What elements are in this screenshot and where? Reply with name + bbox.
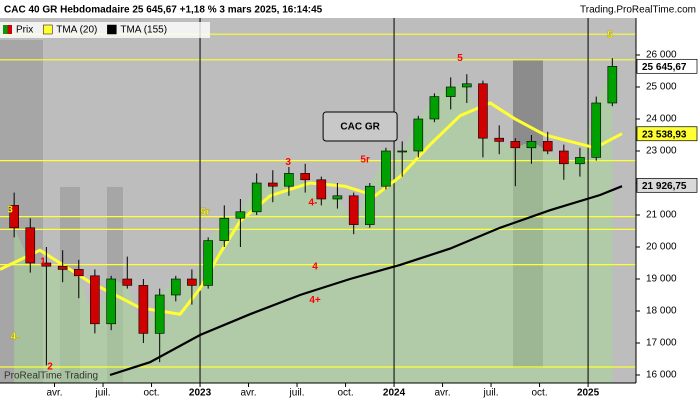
x-tick-label: avr. bbox=[46, 388, 62, 399]
candle-body bbox=[300, 173, 310, 181]
annotation: 3 bbox=[7, 205, 13, 216]
candle-body bbox=[462, 83, 472, 88]
x-tick-label: 2024 bbox=[383, 388, 406, 399]
annotation: 5 bbox=[457, 53, 463, 64]
y-tick-label: 23 000 bbox=[646, 146, 677, 157]
x-tick-label: 2025 bbox=[577, 388, 600, 399]
y-tick-label: 24 000 bbox=[646, 114, 677, 125]
x-tick-label: juil. bbox=[95, 388, 111, 399]
annotation: 5r bbox=[200, 207, 210, 218]
price-tag-label: 21 926,75 bbox=[642, 181, 687, 192]
price-tag bbox=[636, 177, 698, 193]
y-tick-label: 17 000 bbox=[646, 338, 677, 349]
candle-body bbox=[316, 179, 327, 200]
legend-label: Prix bbox=[16, 25, 33, 36]
candle-body bbox=[138, 285, 149, 334]
candle-body bbox=[607, 66, 618, 104]
x-tick-label: oct. bbox=[532, 388, 548, 399]
x-tick-label: juil. bbox=[483, 388, 499, 399]
candle-body bbox=[332, 195, 343, 200]
y-tick-label: 25 000 bbox=[646, 82, 677, 93]
legend-label: TMA (20) bbox=[56, 25, 97, 36]
annotation: 4 bbox=[312, 261, 318, 272]
candle-body bbox=[41, 262, 52, 267]
x-tick-label: juil. bbox=[289, 388, 305, 399]
candle-body bbox=[510, 141, 521, 149]
legend-swatch bbox=[107, 24, 117, 35]
candle-body bbox=[445, 86, 456, 97]
candle-body bbox=[284, 173, 294, 187]
y-tick-label: 18 000 bbox=[646, 306, 677, 317]
candle-body bbox=[397, 150, 408, 153]
legend-swatch bbox=[7, 25, 12, 34]
x-tick-label: 2023 bbox=[189, 388, 212, 399]
x-tick-label: avr. bbox=[434, 388, 450, 399]
candle-body bbox=[526, 141, 537, 149]
y-tick-label: 19 000 bbox=[646, 274, 677, 285]
candle-body bbox=[542, 141, 553, 152]
moving-average bbox=[109, 185, 623, 377]
candle-body bbox=[413, 118, 424, 152]
y-tick-label: 20 000 bbox=[646, 242, 677, 253]
x-tick-label: oct. bbox=[143, 388, 159, 399]
legend-label: TMA (155) bbox=[120, 25, 167, 36]
legend-bg bbox=[0, 22, 210, 38]
annotation: 4- bbox=[309, 197, 318, 208]
candle-body bbox=[494, 137, 505, 142]
annotation: 2 bbox=[47, 362, 53, 373]
source: Trading.ProRealTime.com bbox=[580, 5, 696, 16]
label-box bbox=[322, 111, 398, 142]
watermark: ProRealTime Trading bbox=[4, 371, 98, 382]
legend-swatch bbox=[3, 25, 8, 34]
candle-body bbox=[57, 265, 68, 270]
candle-body bbox=[381, 150, 391, 187]
candle-body bbox=[187, 278, 197, 286]
moving-average bbox=[0, 101, 623, 316]
price-tag-label: 25 645,67 bbox=[642, 62, 687, 73]
label-box-text: CAC GR bbox=[340, 122, 380, 133]
candle-body bbox=[90, 275, 100, 325]
candle-body bbox=[267, 182, 278, 187]
candle-body bbox=[559, 150, 569, 165]
candle-body bbox=[9, 205, 19, 229]
candle-body bbox=[478, 83, 488, 139]
candle-body bbox=[219, 217, 230, 241]
candle-body bbox=[575, 157, 585, 165]
annotation: 3 bbox=[285, 157, 291, 168]
candle-body bbox=[203, 240, 213, 286]
candle-body bbox=[170, 278, 181, 296]
price-tag bbox=[636, 58, 698, 74]
annotation: 5 bbox=[607, 30, 613, 41]
candle-body bbox=[73, 269, 84, 277]
price-tag bbox=[636, 126, 698, 142]
candle-body bbox=[251, 182, 262, 213]
legend-swatch bbox=[42, 24, 53, 35]
candle-body bbox=[591, 102, 602, 158]
candle-body bbox=[429, 96, 440, 120]
header bbox=[0, 0, 700, 18]
price-tag-label: 23 538,93 bbox=[642, 129, 687, 140]
axis-bg bbox=[636, 18, 700, 383]
annotation: 4+ bbox=[309, 295, 321, 306]
x-tick-label: oct. bbox=[337, 388, 353, 399]
candle-body bbox=[122, 278, 133, 286]
y-tick-label: 16 000 bbox=[646, 370, 677, 381]
candle-body bbox=[106, 278, 116, 325]
candle-body bbox=[365, 185, 375, 225]
candle-body bbox=[25, 227, 36, 264]
candle-body bbox=[235, 211, 246, 219]
y-tick-label: 21 000 bbox=[646, 210, 677, 221]
annotation: 4- bbox=[10, 332, 19, 343]
annotation: 1 bbox=[40, 257, 46, 268]
candle-body bbox=[154, 294, 165, 334]
annotation: 5r bbox=[360, 155, 370, 166]
x-tick-label: avr. bbox=[240, 388, 256, 399]
chart-title: CAC 40 GR Hebdomadaire 25 645,67 +1,18 %… bbox=[4, 5, 323, 16]
candle-body bbox=[348, 195, 359, 225]
y-tick-label: 26 000 bbox=[646, 50, 677, 61]
